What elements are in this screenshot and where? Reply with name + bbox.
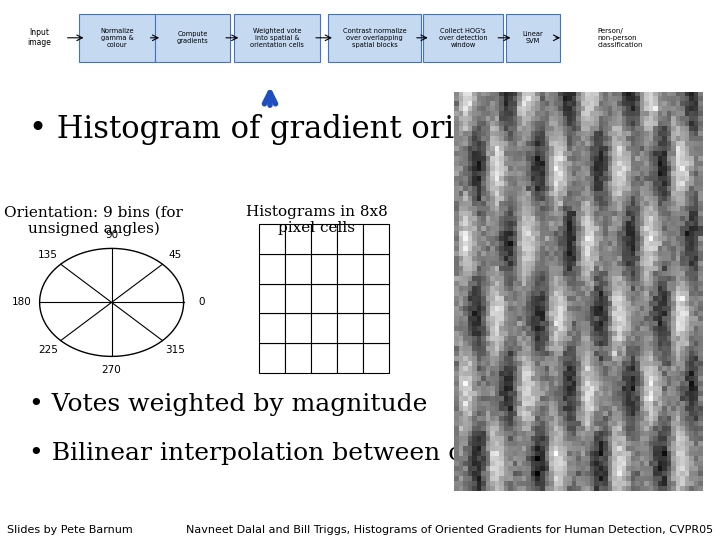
Bar bbox=[259, 284, 285, 313]
Text: Slides by Pete Barnum: Slides by Pete Barnum bbox=[7, 524, 133, 535]
Text: • Histogram of gradient orientations: • Histogram of gradient orientations bbox=[29, 114, 598, 145]
Text: Person/
non-person
classification: Person/ non-person classification bbox=[598, 28, 643, 48]
Bar bbox=[337, 284, 363, 313]
Text: 270: 270 bbox=[102, 365, 122, 375]
Text: Weighted vote
into spatial &
orientation cells: Weighted vote into spatial & orientation… bbox=[251, 28, 304, 48]
Text: 135: 135 bbox=[38, 249, 58, 260]
FancyBboxPatch shape bbox=[155, 14, 230, 62]
Bar bbox=[259, 313, 285, 343]
Bar bbox=[311, 284, 337, 313]
Text: 0: 0 bbox=[198, 298, 205, 307]
Text: • Bilinear interpolation between cells: • Bilinear interpolation between cells bbox=[29, 442, 505, 465]
Bar bbox=[259, 343, 285, 373]
Bar bbox=[363, 284, 389, 313]
Bar bbox=[311, 224, 337, 254]
Bar bbox=[363, 254, 389, 284]
Text: • Votes weighted by magnitude: • Votes weighted by magnitude bbox=[29, 394, 427, 416]
FancyBboxPatch shape bbox=[423, 14, 503, 62]
Text: Contrast normalize
over overlapping
spatial blocks: Contrast normalize over overlapping spat… bbox=[343, 28, 406, 48]
FancyBboxPatch shape bbox=[79, 14, 155, 62]
Bar bbox=[311, 343, 337, 373]
Bar bbox=[337, 343, 363, 373]
Text: Orientation: 9 bins (for
unsigned angles): Orientation: 9 bins (for unsigned angles… bbox=[4, 205, 183, 236]
Text: Collect HOG's
over detection
window: Collect HOG's over detection window bbox=[438, 28, 487, 48]
Bar bbox=[311, 313, 337, 343]
Bar bbox=[363, 224, 389, 254]
Bar bbox=[363, 343, 389, 373]
Bar bbox=[311, 254, 337, 284]
Bar bbox=[285, 313, 311, 343]
Text: Normalize
gamma &
colour: Normalize gamma & colour bbox=[100, 28, 134, 48]
Text: Histograms in 8x8
pixel cells: Histograms in 8x8 pixel cells bbox=[246, 205, 387, 235]
Text: Navneet Dalal and Bill Triggs, Histograms of Oriented Gradients for Human Detect: Navneet Dalal and Bill Triggs, Histogram… bbox=[186, 524, 713, 535]
Bar bbox=[363, 313, 389, 343]
Bar bbox=[285, 343, 311, 373]
Bar bbox=[337, 313, 363, 343]
Text: Input
image: Input image bbox=[27, 28, 52, 48]
Bar bbox=[285, 284, 311, 313]
FancyBboxPatch shape bbox=[506, 14, 560, 62]
Bar bbox=[259, 254, 285, 284]
Bar bbox=[259, 224, 285, 254]
Bar bbox=[337, 224, 363, 254]
Text: 45: 45 bbox=[168, 249, 182, 260]
Text: 225: 225 bbox=[38, 345, 58, 355]
Text: Linear
SVM: Linear SVM bbox=[523, 31, 544, 44]
Text: 315: 315 bbox=[166, 345, 185, 355]
FancyBboxPatch shape bbox=[234, 14, 320, 62]
Bar bbox=[285, 224, 311, 254]
FancyBboxPatch shape bbox=[328, 14, 421, 62]
Text: 90: 90 bbox=[105, 230, 118, 240]
Bar bbox=[285, 254, 311, 284]
Text: Compute
gradients: Compute gradients bbox=[176, 31, 209, 44]
Text: 180: 180 bbox=[12, 298, 32, 307]
Bar bbox=[337, 254, 363, 284]
